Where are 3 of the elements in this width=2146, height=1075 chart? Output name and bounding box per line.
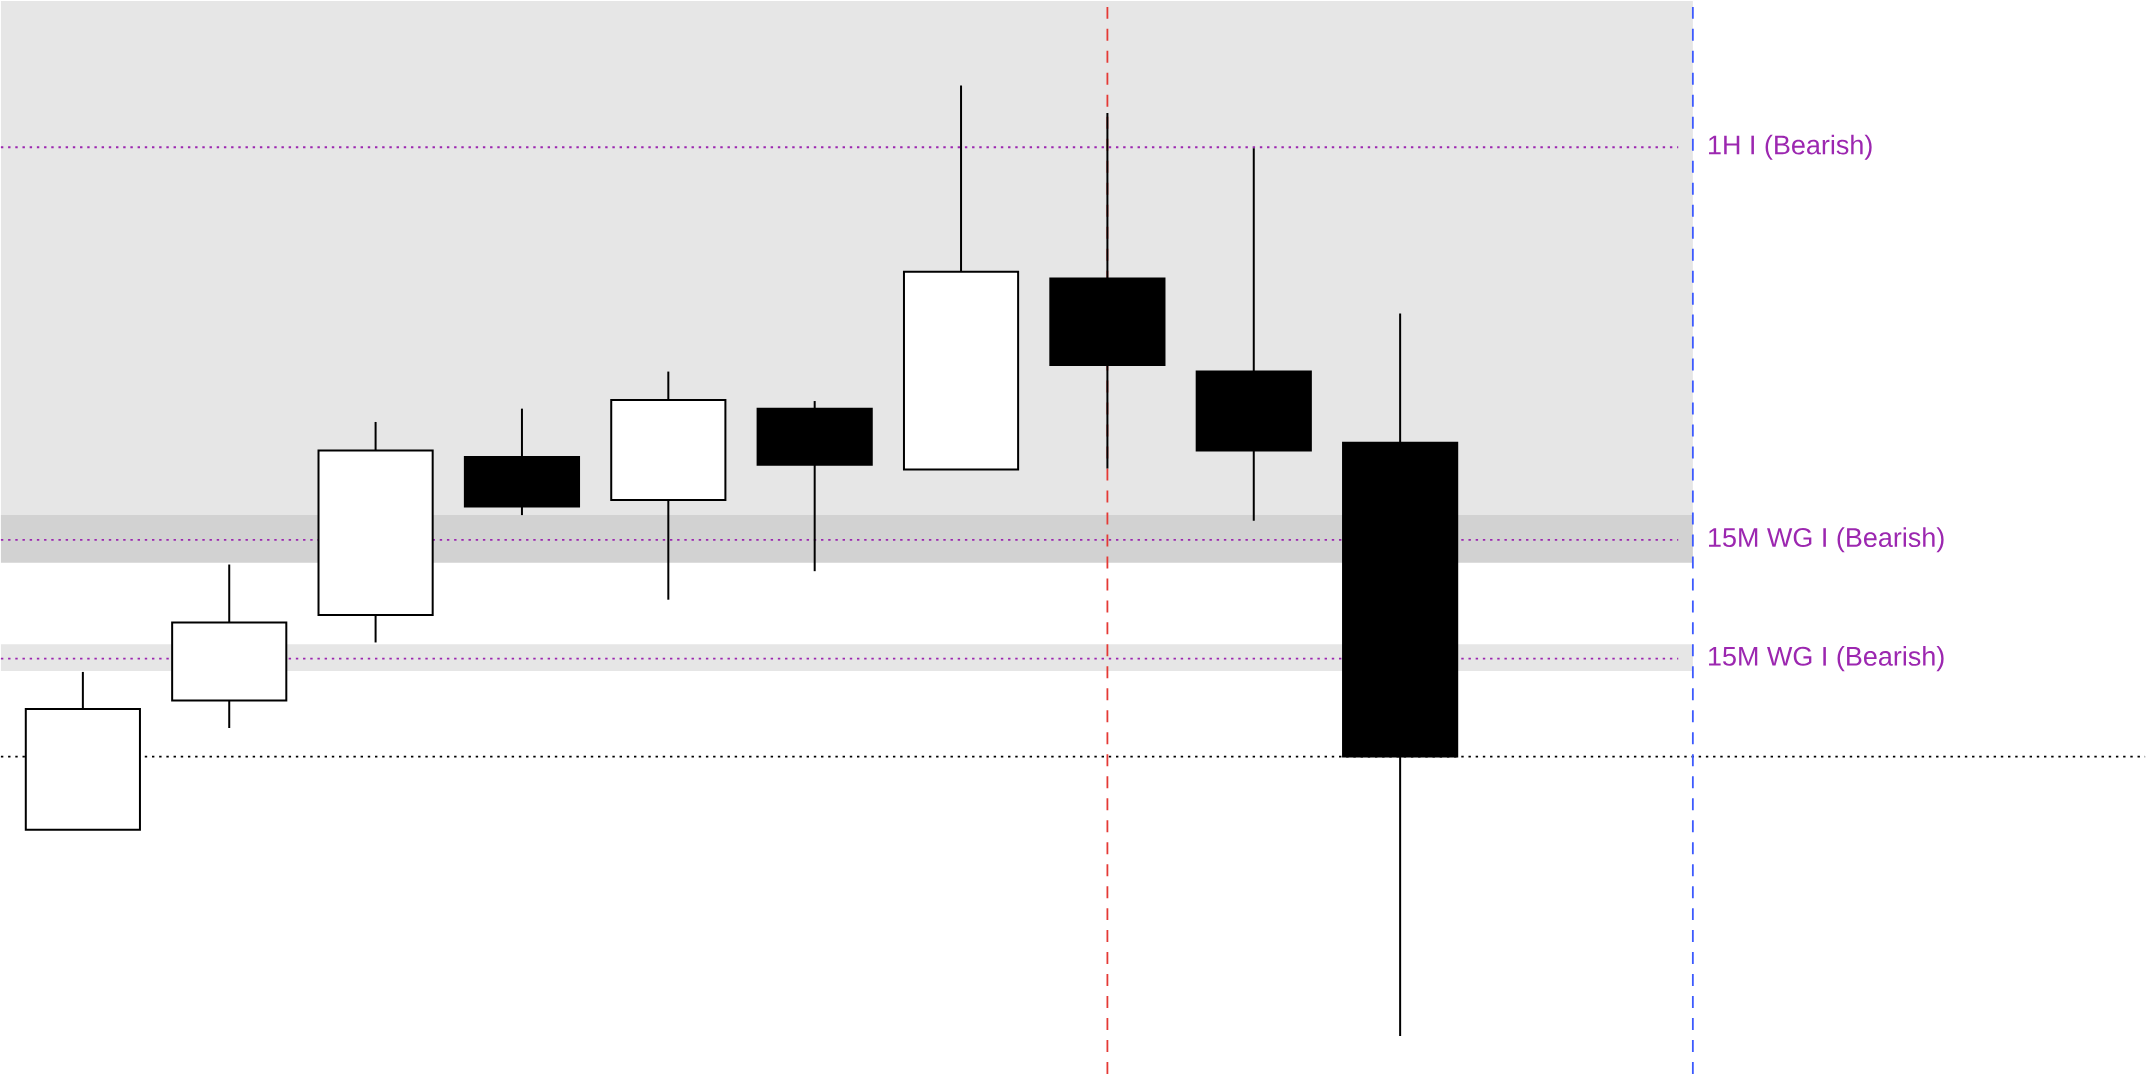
ref-line-label: 15M WG I (Bearish) xyxy=(1709,527,1944,553)
ref-line-label: 15M WG I (Bearish) xyxy=(1709,646,1944,672)
ref-line-label: 1H I (Bearish) xyxy=(1709,134,1872,160)
